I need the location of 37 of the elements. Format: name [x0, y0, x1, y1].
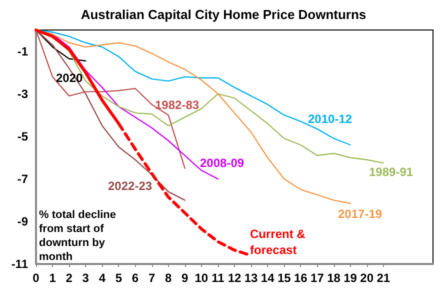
x-tick-label: 7 [148, 271, 156, 285]
x-tick-label: 0 [32, 271, 40, 285]
x-tick-label: 13 [244, 271, 258, 285]
x-tick-label: 4 [98, 271, 106, 285]
y-tick-label: -1 [17, 44, 28, 58]
y-tick-label: -5 [17, 129, 28, 144]
x-tick-label: 18 [327, 271, 341, 285]
x-tick-label: 14 [260, 271, 275, 285]
x-tick-label: 10 [194, 271, 208, 285]
x-tick-label: 17 [310, 271, 324, 285]
series-label: 2017-19 [338, 207, 382, 221]
x-tick-label: 6 [132, 271, 139, 285]
x-tick-label: 11 [212, 271, 225, 285]
y-tick-label: -3 [17, 86, 28, 101]
series-label: 2008-09 [200, 156, 244, 170]
x-tick-label: 3 [82, 271, 90, 285]
y-tick-label: -9 [17, 214, 28, 228]
x-tick-label: 1 [49, 271, 56, 285]
series-label: 2022-23 [108, 179, 152, 193]
x-tick-label: 8 [164, 271, 172, 285]
chart-title: Australian Capital City Home Price Downturns [80, 7, 366, 22]
series-label: 2010-12 [308, 112, 352, 126]
series-label: 1989-91 [369, 165, 414, 179]
x-tick-label: 15 [277, 271, 292, 285]
series-label: Current & forecast [250, 227, 309, 257]
x-tick-label: 21 [376, 271, 390, 285]
x-tick-label: 16 [294, 271, 308, 285]
series-label: 1982-83 [155, 98, 200, 112]
annotation: % total decline from start of downturn by month [39, 209, 120, 263]
y-tick-label: -11 [11, 257, 28, 271]
x-tick-label: 2 [66, 271, 73, 285]
y-tick-label: -7 [17, 172, 28, 186]
x-tick-label: 9 [182, 271, 189, 285]
x-tick-label: 19 [344, 271, 358, 285]
x-tick-label: 5 [115, 271, 122, 285]
x-tick-label: 20 [360, 271, 374, 285]
x-tick-label: 12 [228, 271, 242, 285]
